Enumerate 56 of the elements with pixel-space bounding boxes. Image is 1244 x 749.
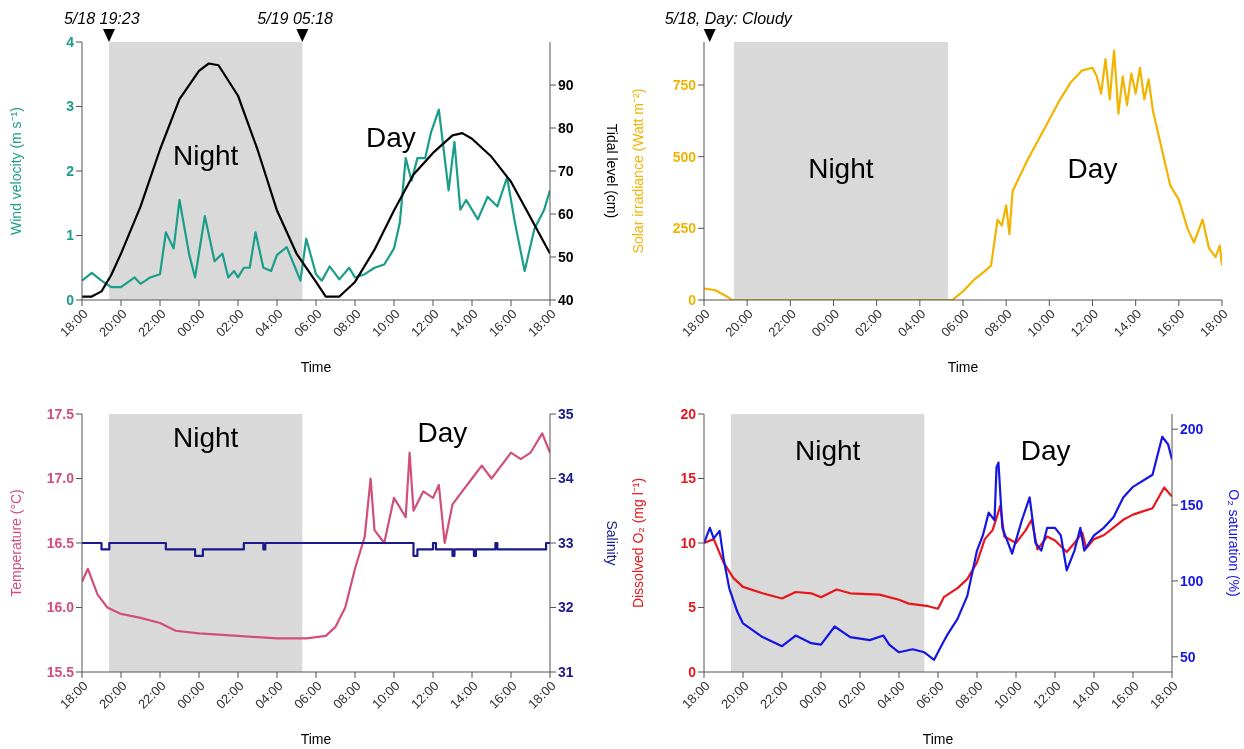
band-label: Night — [808, 153, 874, 185]
y-axis-title: Temperature (°C) — [7, 489, 24, 597]
y2-tick-label: 50 — [1180, 648, 1196, 665]
y-tick-label: 0 — [688, 663, 697, 680]
annotation: Day — [417, 417, 468, 449]
y-tick-label: 1 — [66, 227, 75, 244]
y-tick-label: 5 — [688, 599, 697, 616]
y-tick-label: 250 — [672, 220, 697, 237]
y-tick-label: 16.0 — [46, 599, 75, 616]
y2-axis-title: O₂ saturation (%) — [1226, 489, 1243, 597]
y2-tick-label: 32 — [558, 599, 574, 616]
y2-axis-title: Tidal level (cm) — [604, 123, 621, 219]
y-tick-label: 0 — [688, 291, 697, 308]
y2-axis-title: Salinity — [604, 520, 621, 566]
x-axis-title: Time — [922, 731, 954, 747]
x-axis-title: Time — [300, 731, 332, 747]
text: 5/19 05:18 — [257, 10, 334, 27]
y-tick-label: 3 — [66, 98, 75, 115]
annotation: Day — [365, 122, 416, 154]
text: 5/18, Day: Cloudy — [664, 10, 793, 27]
y-tick-label: 4 — [66, 33, 75, 50]
y-tick-label: 15 — [680, 470, 697, 487]
annotation: Day — [1020, 435, 1071, 467]
y-axis-title: Solar irradiance (Watt m⁻²) — [629, 88, 646, 254]
y2-tick-label: 200 — [1180, 421, 1204, 438]
y-axis-title: Wind velocity (m s⁻¹) — [7, 107, 24, 235]
y-tick-label: 2 — [66, 162, 75, 179]
x-axis-title: Time — [947, 359, 979, 375]
y2-tick-label: 34 — [558, 470, 574, 487]
text: 5/18 19:23 — [63, 10, 140, 27]
y-tick-label: 15.5 — [46, 663, 75, 680]
y2-tick-label: 33 — [558, 534, 574, 551]
y2-tick-label: 31 — [558, 663, 574, 680]
y2-tick-label: 70 — [558, 162, 574, 179]
y2-tick-label: 150 — [1180, 497, 1204, 514]
y2-tick-label: 90 — [558, 76, 574, 93]
y2-tick-label: 50 — [558, 248, 574, 265]
y-tick-label: 750 — [672, 76, 697, 93]
y2-tick-label: 80 — [558, 119, 574, 136]
y-axis-title: Dissolved O₂ (mg l⁻¹) — [629, 477, 646, 609]
y-tick-label: 0 — [66, 291, 75, 308]
y-tick-label: 10 — [680, 534, 697, 551]
y-tick-label: 17.5 — [46, 405, 75, 422]
x-axis-title: Time — [300, 359, 332, 375]
y2-tick-label: 100 — [1180, 572, 1204, 589]
y-tick-label: 16.5 — [46, 534, 75, 551]
y2-tick-label: 40 — [558, 291, 574, 308]
band-label: Night — [172, 140, 239, 172]
y2-tick-label: 60 — [558, 205, 574, 222]
y-tick-label: 17.0 — [46, 470, 75, 487]
band-label: Night — [794, 435, 861, 467]
band-label: Night — [172, 422, 239, 454]
y-tick-label: 20 — [680, 405, 697, 422]
annotation: Day — [1067, 153, 1118, 185]
y-tick-label: 500 — [672, 148, 697, 165]
y2-tick-label: 35 — [558, 405, 574, 422]
